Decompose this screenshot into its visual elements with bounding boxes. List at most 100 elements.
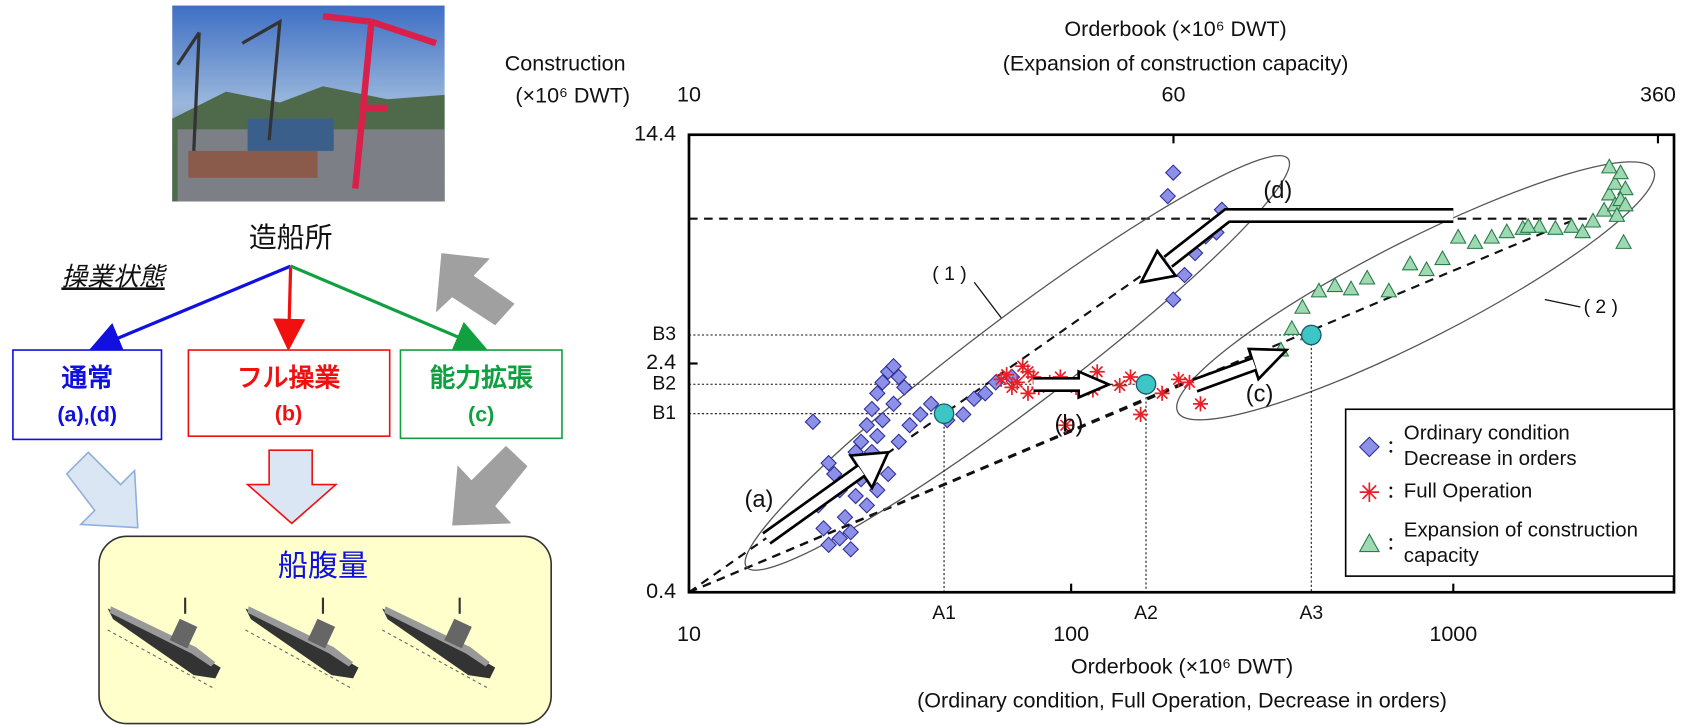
x2-tick-label: 360 bbox=[1640, 83, 1676, 107]
legend-entry: Expansion of construction capacity bbox=[1404, 516, 1641, 572]
diamond-point bbox=[1166, 165, 1181, 180]
legend-symbol bbox=[1360, 482, 1379, 501]
diamond-point bbox=[891, 434, 906, 449]
y-tick-label: 14.4 bbox=[634, 121, 676, 145]
legend-sep bbox=[1389, 450, 1392, 453]
x2-axis-title: Orderbook (×10⁶ DWT) bbox=[1064, 17, 1286, 41]
triangle-point bbox=[1403, 256, 1418, 270]
pointer bbox=[1545, 299, 1581, 307]
reference-y-label: B2 bbox=[652, 372, 676, 394]
triangle-point bbox=[1484, 230, 1499, 244]
box-title: 能力拡張 bbox=[430, 363, 533, 394]
diamond-point bbox=[848, 488, 863, 503]
legend-wrap: Expansion of construction capacity bbox=[1404, 516, 1641, 572]
x-axis-title: Orderbook (×10⁶ DWT) bbox=[1071, 654, 1293, 678]
x2-axis-title: (Expansion of construction capacity) bbox=[1003, 51, 1349, 75]
diamond-point bbox=[870, 428, 885, 443]
diamond-point bbox=[881, 466, 896, 481]
shipyard-label: 造船所 bbox=[249, 221, 333, 254]
triangle-point bbox=[1419, 262, 1434, 276]
asterisk-point bbox=[1171, 372, 1186, 387]
x-tick-label: 10 bbox=[677, 622, 701, 646]
diamond-point bbox=[1166, 292, 1181, 307]
legend-sep bbox=[1389, 538, 1392, 541]
legend-wrap: Full Operation bbox=[1404, 464, 1641, 520]
box-title: フル操業 bbox=[237, 364, 340, 394]
annotation: (b) bbox=[1055, 412, 1084, 438]
asterisk-point bbox=[1155, 386, 1170, 401]
triangle-point bbox=[1616, 235, 1631, 249]
asterisk-point bbox=[1123, 369, 1138, 384]
reference-y-label: B1 bbox=[652, 402, 676, 424]
triangle-point bbox=[1435, 251, 1450, 265]
operation-state-label: 操業状態 bbox=[61, 262, 167, 292]
triangle-point bbox=[1360, 270, 1375, 284]
diamond-point bbox=[864, 402, 879, 417]
triangle-point bbox=[1284, 321, 1299, 335]
triangle-point bbox=[1564, 219, 1579, 233]
diamond-point bbox=[875, 413, 890, 428]
reference-x-label: A2 bbox=[1134, 602, 1158, 624]
y-tick-label: 2.4 bbox=[646, 350, 676, 374]
asterisk-point bbox=[1193, 396, 1208, 411]
fleet-label: 船腹量 bbox=[278, 549, 368, 584]
diamond-point bbox=[837, 510, 852, 525]
x-tick-label: 100 bbox=[1053, 622, 1089, 646]
legend-sep bbox=[1389, 441, 1392, 444]
box-sub: (a),(d) bbox=[57, 402, 117, 426]
box-sub: (b) bbox=[275, 401, 302, 425]
triangle-point bbox=[1295, 300, 1310, 314]
triangle-point bbox=[1499, 224, 1514, 238]
diamond-point bbox=[859, 498, 874, 513]
legend-sep bbox=[1389, 547, 1392, 550]
legend-label: Full Operation bbox=[1404, 479, 1532, 505]
asterisk-point bbox=[1112, 378, 1127, 393]
reference-point bbox=[1302, 325, 1321, 344]
asterisk-point bbox=[1020, 386, 1035, 401]
shipyard-photo bbox=[172, 6, 444, 202]
box-sub: (c) bbox=[468, 402, 494, 426]
figure: 造船所 操業状態 通常 (a),(d) フル操業 (b) 能力拡張 (c) 船腹… bbox=[0, 0, 1688, 727]
diamond-point bbox=[805, 414, 820, 429]
legend-sep bbox=[1389, 486, 1392, 489]
annotation: ( 1 ) bbox=[932, 263, 966, 285]
diamond-point bbox=[913, 407, 928, 422]
diamond-point bbox=[902, 418, 917, 433]
reference-point bbox=[934, 404, 953, 423]
diamond-point bbox=[843, 542, 858, 557]
annotation: ( 2 ) bbox=[1584, 296, 1618, 318]
group-ellipse bbox=[1155, 126, 1676, 457]
triangle-point bbox=[1381, 283, 1396, 297]
block-arrow-head bbox=[1249, 349, 1287, 379]
x-axis-title: (Ordinary condition, Full Operation, Dec… bbox=[917, 689, 1447, 713]
triangle-point bbox=[1451, 230, 1466, 244]
annotation: (c) bbox=[1246, 382, 1274, 408]
asterisk-point bbox=[1133, 407, 1148, 422]
x2-tick-label: 60 bbox=[1162, 83, 1186, 107]
triangle-point bbox=[1548, 221, 1563, 235]
reference-x-label: A3 bbox=[1299, 602, 1323, 624]
pointer bbox=[974, 282, 1001, 318]
reference-y-label: B3 bbox=[652, 323, 676, 345]
reference-x-label: A1 bbox=[932, 602, 956, 624]
box-title: 通常 bbox=[61, 364, 113, 394]
diamond-point bbox=[956, 407, 971, 422]
legend-sep bbox=[1389, 495, 1392, 498]
annotation: (a) bbox=[744, 487, 773, 513]
diamond-point bbox=[1160, 189, 1175, 204]
x-tick-label: 1000 bbox=[1429, 622, 1477, 646]
legend-label: Expansion of construction capacity bbox=[1404, 518, 1641, 570]
legend-entry: Full Operation bbox=[1404, 464, 1641, 520]
y-axis-title: Construction bbox=[505, 51, 626, 75]
triangle-point bbox=[1468, 235, 1483, 249]
triangle-point bbox=[1327, 278, 1342, 292]
y-tick-label: 0.4 bbox=[646, 579, 676, 603]
triangle-point bbox=[1602, 159, 1617, 173]
y-axis-title: (×10⁶ DWT) bbox=[515, 84, 630, 108]
annotation: (d) bbox=[1263, 178, 1292, 204]
reference-point bbox=[1136, 375, 1155, 394]
triangle-point bbox=[1344, 281, 1359, 295]
x2-tick-label: 10 bbox=[677, 83, 701, 107]
group-ellipse bbox=[719, 123, 1315, 603]
page: 造船所 操業状態 通常 (a),(d) フル操業 (b) 能力拡張 (c) 船腹… bbox=[0, 0, 1688, 727]
